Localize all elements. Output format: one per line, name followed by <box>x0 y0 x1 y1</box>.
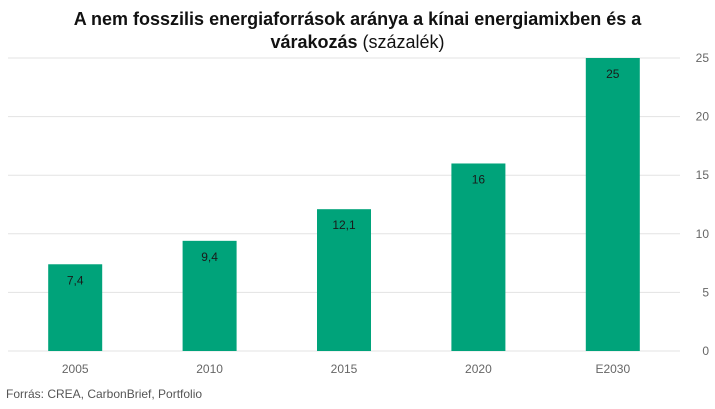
title-line-2: várakozás (százalék) <box>0 31 715 54</box>
title-bold-part: várakozás <box>270 32 358 52</box>
data-label: 9,4 <box>201 250 218 264</box>
data-label: 12,1 <box>332 218 356 232</box>
x-tick-label: E2030 <box>595 362 630 376</box>
chart-title: A nem fosszilis energiaforrások aránya a… <box>0 8 715 54</box>
data-label: 16 <box>472 172 486 186</box>
bar <box>48 264 103 351</box>
bar <box>182 240 237 351</box>
y-tick-label: 10 <box>696 227 710 241</box>
data-label: 7,4 <box>67 273 84 287</box>
y-tick-label: 20 <box>696 110 710 124</box>
data-label: 25 <box>606 67 620 81</box>
bar <box>451 163 506 351</box>
title-unit: (százalék) <box>362 32 445 52</box>
y-tick-label: 25 <box>696 51 710 65</box>
y-tick-label: 15 <box>696 168 710 182</box>
bar <box>585 58 640 351</box>
x-tick-label: 2005 <box>62 362 89 376</box>
x-tick-label: 2010 <box>196 362 223 376</box>
bar <box>317 209 371 351</box>
y-tick-label: 5 <box>702 285 709 299</box>
x-tick-label: 2020 <box>465 362 492 376</box>
title-line-1: A nem fosszilis energiaforrások aránya a… <box>73 9 642 29</box>
y-tick-label: 0 <box>702 344 709 358</box>
x-tick-label: 2015 <box>331 362 358 376</box>
source-note: Forrás: CREA, CarbonBrief, Portfolio <box>6 387 203 401</box>
